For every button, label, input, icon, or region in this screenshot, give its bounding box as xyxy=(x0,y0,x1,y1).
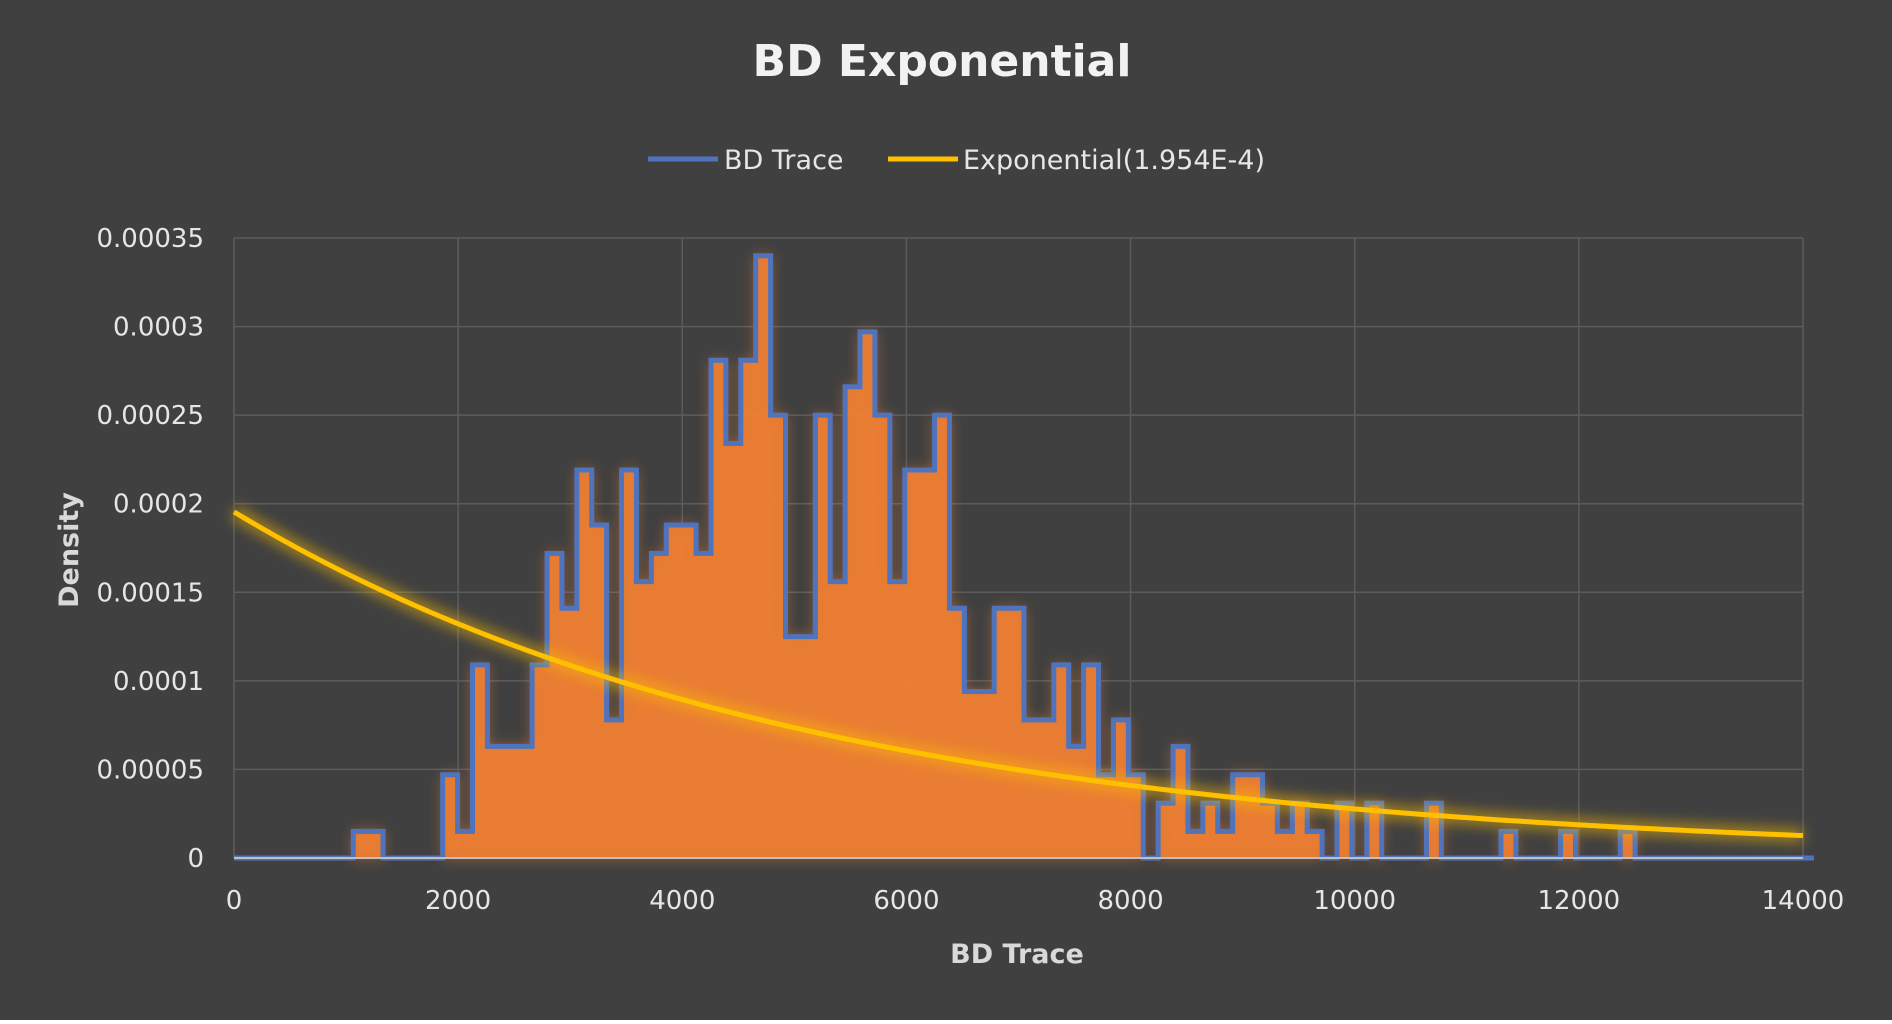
y-tick-label: 0.00015 xyxy=(96,578,204,608)
x-tick-label: 14000 xyxy=(1762,886,1845,916)
y-tick-label: 0.00005 xyxy=(96,755,204,785)
x-tick-label: 12000 xyxy=(1537,886,1620,916)
x-tick-label: 8000 xyxy=(1097,886,1163,916)
y-tick-label: 0.0002 xyxy=(113,490,204,520)
y-tick-label: 0.0001 xyxy=(113,667,204,697)
exponential-series xyxy=(229,505,1804,844)
y-tick-label: 0.00025 xyxy=(96,401,204,431)
x-tick-label: 6000 xyxy=(873,886,939,916)
legend: BD Trace Exponential(1.954E-4) xyxy=(648,145,1265,176)
exponential-line xyxy=(232,509,1804,839)
x-tick-label: 0 xyxy=(226,886,243,916)
x-axis-label: BD Trace xyxy=(950,939,1084,970)
legend-label-bd-trace: BD Trace xyxy=(724,145,844,176)
y-tick-label: 0 xyxy=(187,844,204,874)
y-tick-label: 0.00035 xyxy=(96,224,204,254)
legend-label-exponential: Exponential(1.954E-4) xyxy=(963,145,1265,176)
x-tick-label: 4000 xyxy=(649,886,715,916)
y-tick-label: 0.0003 xyxy=(113,313,204,343)
histogram-area xyxy=(234,255,1814,858)
x-tick-label: 10000 xyxy=(1313,886,1396,916)
x-tick-label: 2000 xyxy=(425,886,491,916)
chart-title: BD Exponential xyxy=(753,36,1132,87)
y-axis-label: Density xyxy=(54,492,85,608)
grid-lines xyxy=(233,237,1804,859)
bottom-edge xyxy=(0,1020,1892,1024)
tick-labels: 0 2000 4000 6000 8000 10000 12000 14000 0 0.00005… xyxy=(96,224,1844,916)
